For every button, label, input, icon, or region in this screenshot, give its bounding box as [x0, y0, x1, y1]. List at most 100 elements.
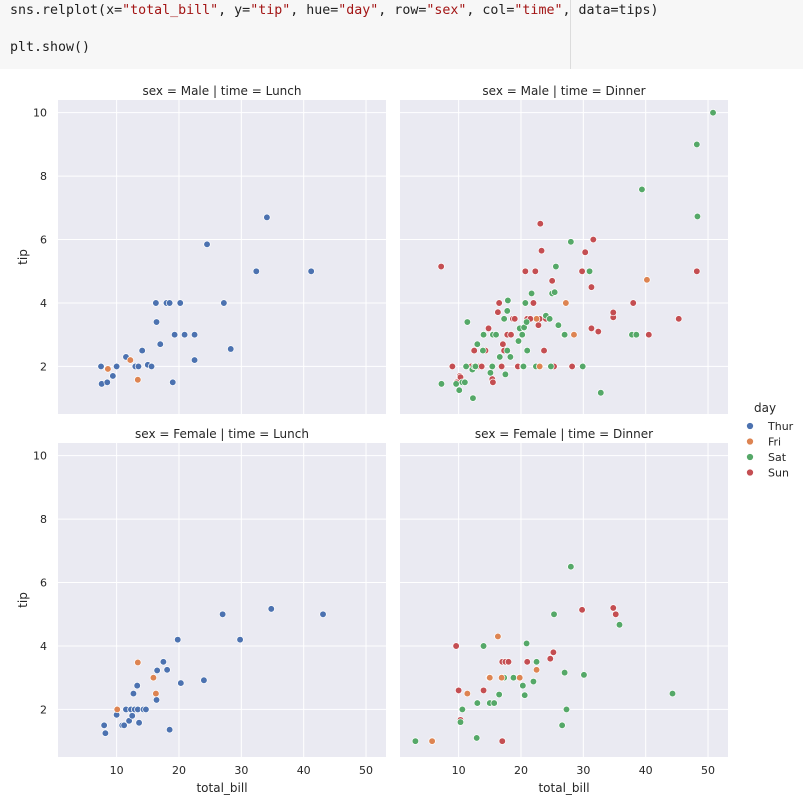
- data-point-fri: [643, 276, 651, 284]
- data-point-fri: [536, 362, 544, 371]
- data-point-thur: [263, 213, 271, 222]
- data-point-sun: [448, 362, 457, 371]
- data-point-sun: [629, 299, 637, 307]
- data-point-sat: [519, 681, 527, 690]
- panel-title: sex = Female | time = Lunch: [135, 427, 309, 441]
- data-point-thur: [200, 676, 208, 684]
- data-point-sat: [554, 321, 563, 329]
- data-point-thur: [177, 679, 185, 687]
- panel-title: sex = Male | time = Dinner: [482, 84, 645, 98]
- data-point-sun: [511, 315, 519, 323]
- panel-background: [400, 100, 728, 414]
- data-point-sat: [632, 331, 640, 339]
- data-point-thur: [134, 362, 143, 371]
- data-point-thur: [170, 331, 179, 339]
- data-point-sat: [546, 315, 554, 323]
- data-point-fri: [532, 666, 541, 674]
- data-point-sun: [540, 346, 548, 355]
- data-point-sun: [581, 248, 589, 256]
- data-point-sat: [560, 668, 569, 677]
- x-axis-label: total_bill: [196, 781, 247, 795]
- code-line-2: plt.show(): [10, 40, 91, 55]
- data-point-sat: [503, 307, 511, 315]
- data-point-sat: [496, 353, 504, 361]
- data-point-sat: [638, 185, 646, 194]
- data-point-fri: [134, 376, 142, 384]
- legend-marker-sun: [746, 468, 754, 477]
- data-point-thur: [97, 362, 105, 371]
- data-point-sat: [522, 639, 531, 648]
- data-point-thur: [203, 240, 211, 248]
- data-point-sun: [479, 686, 488, 695]
- code-token: sns.relplot(x=: [10, 3, 123, 18]
- data-point-sun: [534, 321, 543, 329]
- data-point-fri: [532, 315, 541, 323]
- legend-label-thur: Thur: [767, 420, 794, 433]
- data-point-fri: [497, 674, 506, 682]
- data-point-sat: [585, 267, 594, 275]
- y-tick-label: 4: [40, 297, 47, 310]
- y-tick-label: 2: [40, 360, 47, 373]
- x-axis-label: total_bill: [538, 781, 589, 795]
- data-point-sun: [470, 346, 478, 355]
- data-point-sat: [550, 610, 558, 618]
- x-tick-label: 30: [576, 764, 590, 777]
- data-point-sat: [521, 691, 529, 699]
- data-point-sat: [479, 642, 488, 650]
- x-tick-label: 50: [359, 764, 373, 777]
- y-tick-label: 8: [40, 513, 47, 526]
- data-point-sat: [500, 315, 508, 323]
- code-line-1: sns.relplot(x="total_bill", y="tip", hue…: [10, 3, 659, 18]
- data-point-sun: [693, 267, 701, 275]
- data-point-sat: [479, 346, 487, 355]
- data-point-sat: [580, 671, 588, 679]
- data-point-sat: [567, 563, 575, 571]
- data-point-sun: [452, 642, 460, 650]
- data-point-sat: [462, 362, 470, 371]
- data-point-thur: [307, 267, 315, 275]
- data-point-sat: [567, 238, 575, 246]
- code-cell[interactable]: sns.relplot(x="total_bill", y="tip", hue…: [0, 0, 803, 69]
- data-point-sun: [568, 362, 576, 371]
- data-point-sun: [578, 267, 586, 275]
- data-point-sat: [518, 331, 526, 339]
- data-point-sat: [597, 389, 605, 397]
- data-point-sun: [609, 604, 617, 612]
- data-point-sun: [495, 299, 503, 307]
- data-point-thur: [152, 318, 161, 326]
- data-point-sun: [523, 658, 531, 666]
- panel-background: [58, 100, 386, 414]
- y-tick-label: 6: [40, 577, 47, 590]
- data-point-sat: [552, 262, 560, 271]
- data-point-sun: [521, 267, 529, 275]
- y-tick-label: 8: [40, 170, 47, 183]
- data-point-sat: [522, 318, 531, 326]
- data-point-thur: [227, 345, 235, 353]
- code-token: , hue=: [290, 3, 339, 18]
- data-point-sun: [531, 267, 539, 275]
- data-point-thur: [190, 331, 199, 339]
- code-divider: [570, 0, 571, 69]
- data-point-thur: [109, 372, 117, 380]
- data-point-fri: [149, 674, 158, 682]
- data-point-thur: [165, 726, 174, 734]
- data-point-sun: [484, 324, 493, 333]
- x-tick-label: 40: [639, 764, 653, 777]
- data-point-sun: [529, 299, 538, 307]
- data-point-sat: [509, 674, 518, 682]
- data-point-sun: [537, 247, 546, 255]
- data-point-sun: [675, 315, 683, 323]
- data-point-sat: [471, 362, 480, 371]
- data-point-sat: [437, 380, 446, 388]
- data-point-sat: [501, 370, 510, 379]
- data-point-sat: [532, 658, 541, 666]
- data-point-thur: [147, 362, 156, 371]
- code-token: , col=: [466, 3, 515, 18]
- data-point-sat: [615, 621, 624, 629]
- data-point-sat: [492, 331, 500, 339]
- panel-background: [400, 443, 728, 757]
- data-point-sat: [558, 721, 566, 729]
- data-point-sun: [546, 655, 554, 663]
- data-point-thur: [165, 299, 174, 307]
